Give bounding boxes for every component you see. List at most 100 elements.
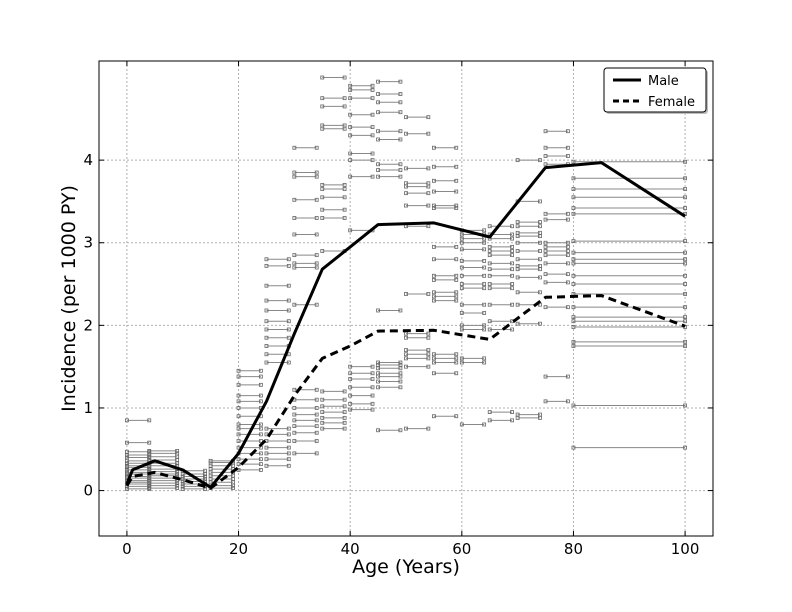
interval-marker bbox=[543, 145, 548, 150]
interval-marker bbox=[459, 232, 464, 237]
interval-marker bbox=[370, 112, 375, 117]
plot-area-frame bbox=[98, 60, 714, 537]
interval-marker bbox=[236, 422, 241, 427]
interval-marker bbox=[292, 302, 297, 307]
interval-marker bbox=[543, 162, 548, 167]
interval-marker bbox=[292, 387, 297, 392]
interval-marker bbox=[571, 187, 576, 191]
interval-marker bbox=[320, 410, 325, 414]
interval-marker bbox=[426, 115, 431, 120]
interval-marker bbox=[320, 404, 325, 409]
interval-marker bbox=[236, 457, 241, 462]
interval-marker bbox=[376, 308, 380, 313]
interval-marker bbox=[398, 129, 403, 134]
interval-marker bbox=[487, 282, 492, 286]
y-tick-label: 4 bbox=[83, 151, 93, 169]
interval-marker bbox=[258, 368, 263, 373]
interval-marker bbox=[454, 352, 459, 357]
interval-marker bbox=[543, 280, 548, 285]
interval-marker bbox=[515, 230, 520, 235]
interval-marker bbox=[454, 290, 459, 295]
interval-marker bbox=[370, 125, 375, 129]
interval-marker bbox=[482, 273, 487, 278]
interval-marker bbox=[236, 432, 241, 437]
interval-marker bbox=[543, 399, 548, 404]
interval-marker bbox=[314, 261, 319, 266]
interval-marker bbox=[376, 379, 380, 384]
interval-marker bbox=[180, 474, 185, 479]
interval-marker bbox=[320, 123, 325, 128]
interval-marker bbox=[565, 145, 570, 150]
interval-marker bbox=[286, 451, 291, 456]
interval-marker bbox=[515, 290, 520, 295]
interval-marker bbox=[348, 401, 353, 406]
interval-marker bbox=[426, 166, 431, 171]
interval-marker bbox=[404, 191, 408, 196]
interval-marker bbox=[482, 259, 487, 263]
interval-marker bbox=[571, 305, 576, 310]
interval-marker bbox=[454, 278, 459, 282]
interval-marker bbox=[510, 232, 514, 237]
interval-marker bbox=[180, 477, 185, 481]
interval-marker bbox=[258, 462, 263, 467]
interval-marker bbox=[286, 463, 291, 468]
interval-marker bbox=[342, 420, 347, 425]
interval-marker bbox=[180, 484, 185, 489]
interval-marker bbox=[236, 368, 241, 373]
interval-marker bbox=[125, 470, 129, 475]
legend-label-male: Male bbox=[648, 74, 679, 89]
interval-marker bbox=[342, 404, 347, 409]
interval-marker bbox=[426, 352, 431, 357]
interval-marker bbox=[370, 96, 375, 101]
interval-marker bbox=[510, 273, 514, 278]
interval-marker bbox=[264, 463, 269, 468]
interval-marker bbox=[264, 360, 269, 365]
interval-marker bbox=[286, 298, 291, 303]
interval-marker bbox=[432, 352, 436, 357]
interval-marker bbox=[370, 83, 375, 88]
interval-marker bbox=[404, 166, 408, 171]
interval-marker bbox=[487, 319, 492, 324]
interval-marker bbox=[320, 420, 325, 425]
series-lines bbox=[125, 161, 686, 490]
interval-marker bbox=[426, 224, 431, 229]
interval-marker bbox=[565, 280, 570, 285]
interval-marker bbox=[286, 263, 291, 268]
interval-marker bbox=[342, 195, 347, 200]
interval-marker bbox=[482, 240, 487, 245]
interval-marker bbox=[683, 176, 687, 181]
interval-marker bbox=[348, 393, 353, 398]
interval-marker bbox=[571, 319, 576, 324]
interval-marker bbox=[376, 385, 380, 390]
interval-marker bbox=[459, 282, 464, 286]
interval-marker bbox=[454, 206, 459, 210]
interval-marker bbox=[376, 174, 380, 179]
interval-marker bbox=[125, 463, 129, 468]
x-tick-label: 40 bbox=[341, 540, 360, 558]
interval-marker bbox=[147, 478, 152, 483]
interval-marker bbox=[432, 356, 436, 361]
interval-marker bbox=[487, 244, 492, 249]
interval-marker bbox=[543, 154, 548, 158]
interval-marker bbox=[543, 217, 548, 222]
interval-marker bbox=[482, 356, 487, 361]
interval-marker bbox=[258, 422, 263, 427]
interval-marker bbox=[510, 236, 514, 241]
interval-marker bbox=[348, 174, 353, 179]
interval-marker bbox=[370, 371, 375, 376]
interval-marker bbox=[292, 253, 297, 258]
interval-marker bbox=[348, 133, 353, 138]
interval-marker bbox=[538, 224, 542, 229]
interval-marker bbox=[398, 137, 403, 142]
interval-marker bbox=[286, 445, 291, 450]
interval-marker bbox=[398, 428, 403, 433]
interval-marker bbox=[236, 393, 241, 398]
interval-marker bbox=[683, 250, 687, 255]
interval-marker bbox=[454, 257, 459, 262]
interval-marker bbox=[404, 335, 408, 340]
interval-marker bbox=[459, 265, 464, 270]
interval-marker bbox=[125, 487, 129, 491]
interval-marker bbox=[175, 481, 180, 486]
interval-marker bbox=[510, 253, 514, 258]
